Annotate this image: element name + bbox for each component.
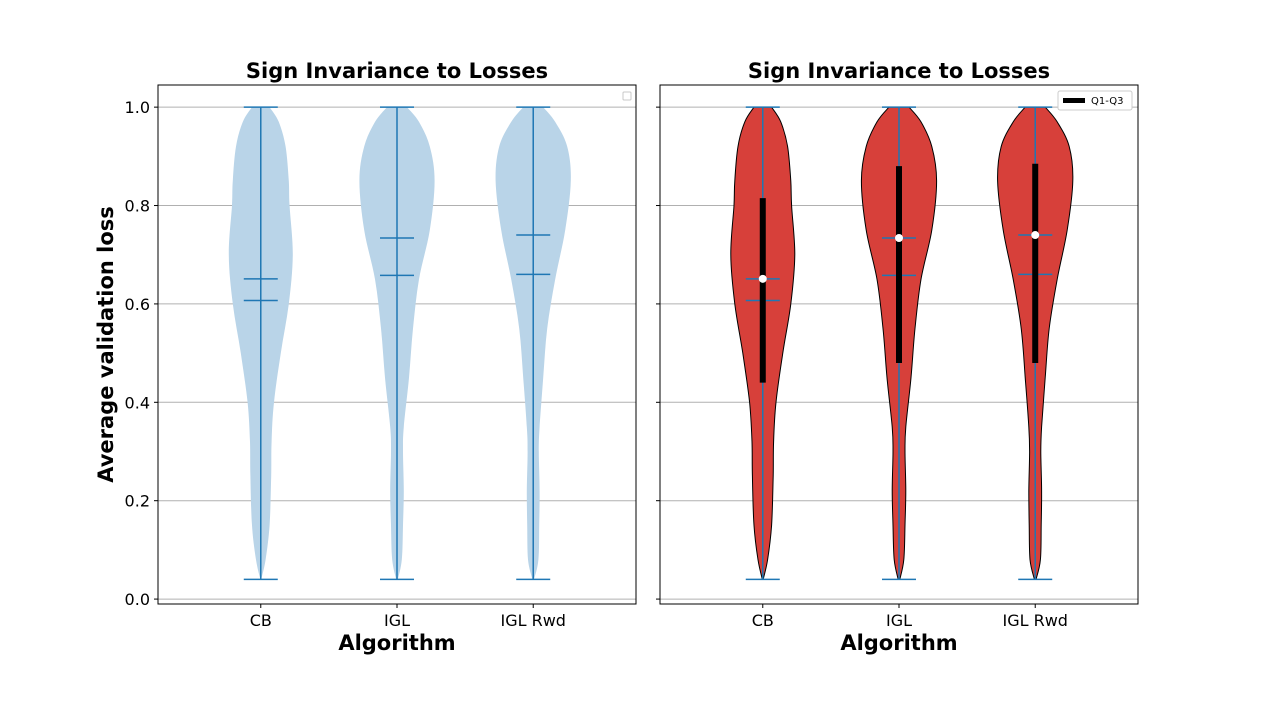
y-tick-label: 1.0: [125, 98, 150, 117]
y-tick-label: 0.4: [125, 393, 150, 412]
legend-entry-label: Q1-Q3: [1091, 96, 1123, 107]
mean-marker: [1031, 231, 1040, 240]
mean-marker: [895, 233, 903, 242]
y-axis-label: Average validation loss: [94, 206, 118, 483]
y-tick-label: 0.2: [125, 492, 150, 511]
x-tick-label: CB: [250, 611, 272, 630]
x-axis-label: Algorithm: [840, 631, 957, 655]
x-tick-label: IGL: [384, 611, 410, 630]
right-violin-panel: CB IGL IGL Rwd Sign Invariance to Losses Alg…: [656, 59, 1139, 655]
axes-frame: [659, 84, 1139, 605]
empty-legend-box: [622, 91, 632, 101]
x-tick-label: IGL: [886, 611, 912, 630]
legend: Q1-Q3: [1057, 90, 1133, 111]
x-tick-label: IGL Rwd: [1002, 611, 1067, 630]
mean-marker: [758, 274, 767, 283]
y-tick-label: 0.6: [125, 295, 150, 314]
axes-frame: [157, 84, 637, 605]
x-axis-label: Algorithm: [338, 631, 455, 655]
left-violin-panel: 0.0 0.2 0.4 0.6 0.8 1.0 CB IGL IGL Rwd Sign Invar…: [94, 59, 637, 655]
chart-title: Sign Invariance to Losses: [748, 59, 1050, 83]
legend-frame: [1057, 90, 1133, 111]
x-tick-label: CB: [752, 611, 774, 630]
x-tick-label: IGL Rwd: [500, 611, 565, 630]
chart-title: Sign Invariance to Losses: [246, 59, 548, 83]
y-tick-label: 0.0: [125, 590, 150, 609]
y-tick-label: 0.8: [125, 197, 150, 216]
